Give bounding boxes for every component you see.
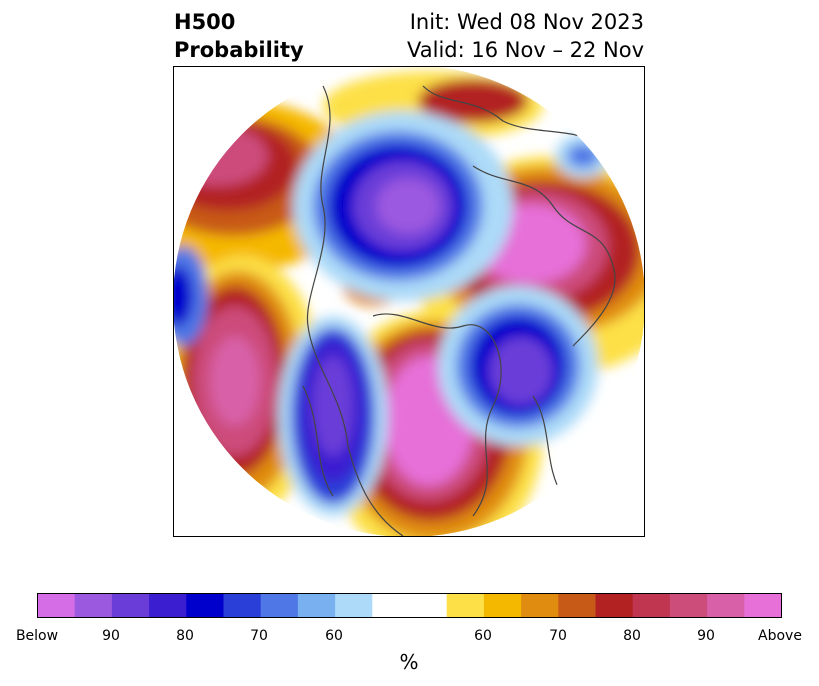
- colorbar-cell-below-3: [149, 593, 187, 618]
- colorbar-label-above-70: 70: [549, 628, 567, 644]
- colorbar-cell-below-5: [223, 593, 262, 618]
- colorbar-cell-above-3: [558, 593, 596, 618]
- colorbar-label-above-90: 90: [697, 628, 715, 644]
- colorbar-label-below-60: 60: [325, 628, 343, 644]
- colorbar-label-above: Above: [758, 628, 802, 644]
- colorbar-cell-neutral: [372, 593, 448, 618]
- colorbar-label-below-90: 90: [102, 628, 120, 644]
- colorbar-label-below: Below: [15, 628, 59, 644]
- colorbar-cell-below-8: [335, 593, 373, 618]
- colorbar-cell-below-7: [297, 593, 336, 618]
- map-frame: [173, 66, 645, 537]
- colorbar: [37, 593, 782, 618]
- valid-range: Valid: 16 Nov – 22 Nov: [407, 38, 644, 62]
- title-left: H500 Probability: [174, 8, 304, 64]
- colorbar-label-above-60: 60: [474, 628, 492, 644]
- colorbar-cell-below-2: [111, 593, 150, 618]
- colorbar-cell-below-4: [186, 593, 224, 618]
- product-name: Probability: [174, 38, 304, 62]
- colorbar-cell-below-0: [37, 593, 76, 618]
- field-name: H500: [174, 10, 236, 34]
- colorbar-cell-above-6: [669, 593, 708, 618]
- title-right: Init: Wed 08 Nov 2023 Valid: 16 Nov – 22…: [407, 8, 644, 64]
- map-disk: [173, 66, 645, 537]
- colorbar-label-below-70: 70: [250, 628, 268, 644]
- colorbar-cells: [37, 593, 782, 618]
- coastlines: [302, 85, 616, 537]
- colorbar-cell-below-1: [74, 593, 113, 618]
- colorbar-cell-above-0: [446, 593, 485, 618]
- init-date: Init: Wed 08 Nov 2023: [409, 10, 644, 34]
- colorbar-cell-above-1: [483, 593, 522, 618]
- colorbar-cell-above-8: [744, 593, 782, 618]
- probability-map: [173, 66, 645, 537]
- colorbar-cell-above-4: [595, 593, 634, 618]
- colorbar-cell-above-5: [632, 593, 671, 618]
- colorbar-cell-above-7: [707, 593, 745, 618]
- colorbar-cell-below-6: [260, 593, 299, 618]
- colorbar-frame: [37, 593, 782, 618]
- colorbar-label-below-80: 80: [176, 628, 194, 644]
- colorbar-cell-above-2: [521, 593, 559, 618]
- colorbar-unit: %: [399, 650, 419, 674]
- colorbar-label-above-80: 80: [623, 628, 641, 644]
